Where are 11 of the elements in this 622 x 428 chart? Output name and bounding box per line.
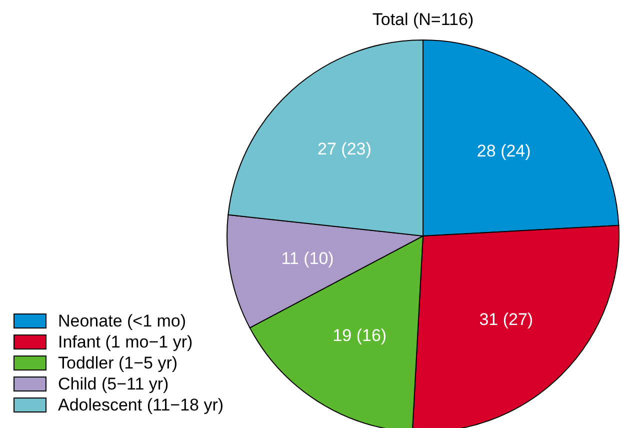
data-label: 27 (23) <box>318 139 372 158</box>
legend-label: Infant (1 mo−1 yr) <box>58 332 193 352</box>
chart-title: Total (N=116) <box>372 10 474 29</box>
data-label: 31 (27) <box>479 310 534 330</box>
data-label: 28 (24) <box>476 142 531 161</box>
data-label: 11 (10) <box>281 249 334 268</box>
data-label: 19 (16) <box>332 326 387 346</box>
legend-label: Child (5−11 yr) <box>58 374 169 394</box>
legend-label: Adolescent (11−18 yr) <box>58 396 224 414</box>
legend-label: Toddler (1−5 yr) <box>58 354 178 372</box>
legend-label: Neonate (<1 mo) <box>58 312 186 330</box>
